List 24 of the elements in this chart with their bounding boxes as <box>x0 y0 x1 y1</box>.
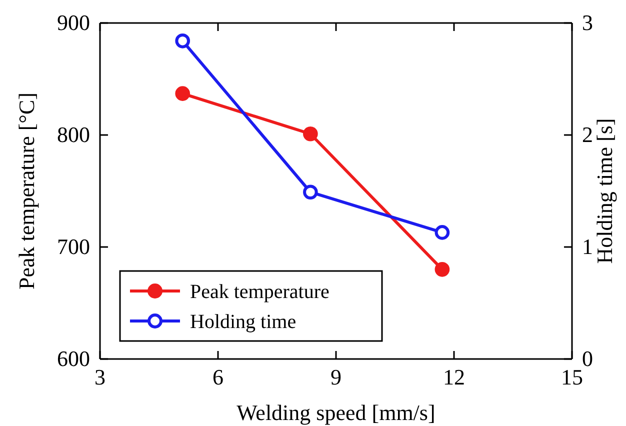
point <box>303 184 318 200</box>
y-tick-label: 900 <box>57 10 90 36</box>
y-tick-label: 800 <box>57 122 90 148</box>
x-tick-label: 6 <box>212 364 224 390</box>
x-axis-title: Welding speed [mm/s] <box>236 400 436 425</box>
y-tick-label: 600 <box>57 346 90 372</box>
y-axis-title: Peak temperature [°C] <box>14 92 39 290</box>
x-tick-label: 15 <box>561 364 583 390</box>
legend-label: Holding time <box>190 311 296 333</box>
y-tick-label: 700 <box>57 234 90 260</box>
point <box>175 34 190 48</box>
y2-tick-label: 2 <box>582 122 593 148</box>
y2-tick-label: 1 <box>582 234 593 260</box>
point <box>434 225 450 240</box>
x-tick-label: 12 <box>443 364 465 390</box>
point <box>303 126 318 142</box>
point <box>175 86 190 101</box>
x-tick-label: 9 <box>330 364 342 390</box>
y2-axis-title: Holding time [s] <box>592 118 617 264</box>
y2-tick-label: 0 <box>582 346 593 372</box>
legend-label: Peak temperature <box>190 281 330 303</box>
x-tick-label: 3 <box>94 364 106 390</box>
point <box>434 262 450 277</box>
y2-tick-label: 3 <box>582 10 593 36</box>
